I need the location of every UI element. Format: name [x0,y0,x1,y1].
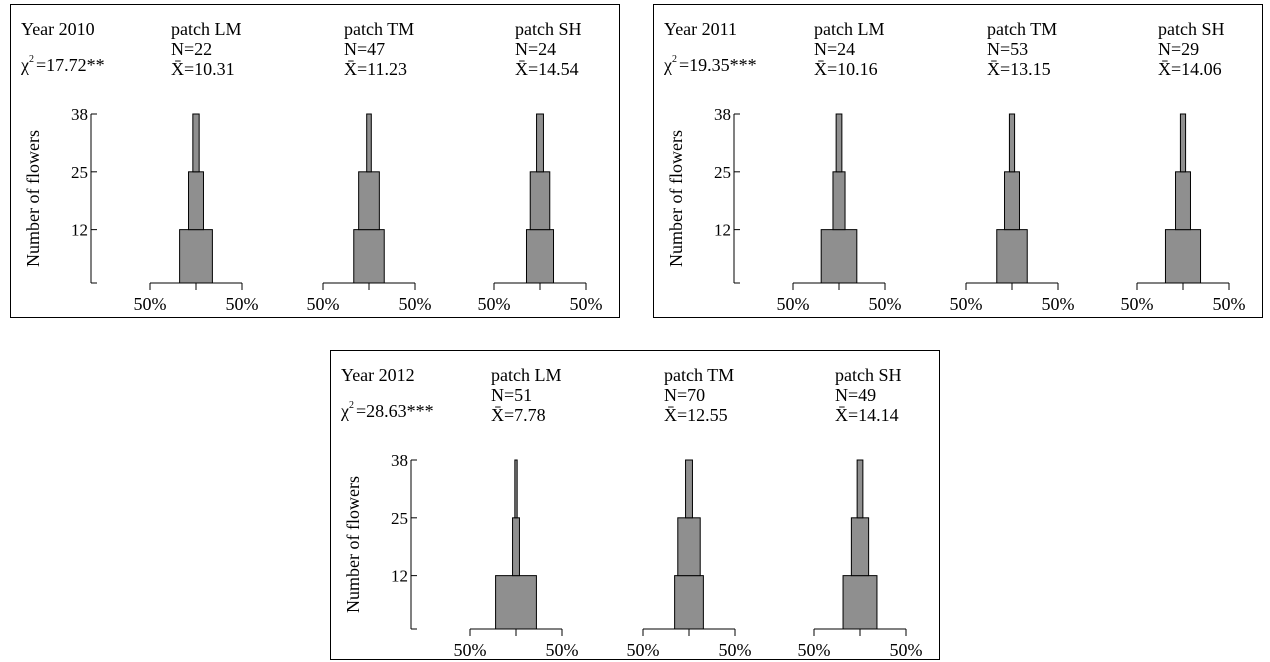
x-tick-label: 50% [869,294,902,314]
bar-2-2 [856,459,864,519]
patch-name: patch SH [835,365,902,385]
chart-panel-2010: Year 2010 χ2 =17.72** Number of flowers 38 25… [10,4,620,318]
chi-square-statistic: χ2 =17.72** [20,54,105,75]
patch-count: N=49 [835,385,876,405]
patch-name: patch LM [814,19,884,39]
patch-count: N=24 [814,39,855,59]
chi-square-statistic: χ2 =28.63*** [340,400,434,421]
chi-square-statistic: χ2 =19.35*** [663,54,757,75]
x-tick-label: 50% [570,294,603,314]
patch-count: N=51 [491,385,532,405]
bar-0-0 [820,229,858,284]
bar-1-0 [353,229,385,284]
x-tick-label: 50% [307,294,340,314]
chart-title: Year 2010 [21,19,95,39]
patch-mean: X̄=13.15 [987,59,1051,79]
x-tick-label: 50% [134,294,167,314]
bar-0-1 [512,517,520,577]
bar-2-0 [842,575,878,630]
chart-title: Year 2012 [341,365,415,385]
bar-0-1 [188,171,204,231]
patch-mean: X̄=12.55 [664,405,728,425]
patch-count: N=53 [987,39,1028,59]
bar-1-2 [685,459,693,519]
bar-1-0 [674,575,704,630]
bar-1-2 [1008,113,1016,173]
patch-name: patch SH [515,19,582,39]
patch-mean: X̄=14.06 [1158,59,1222,79]
y-axis-label: Number of flowers [343,476,363,613]
patch-count: N=47 [344,39,385,59]
y-tick-label: 25 [391,509,408,528]
bar-1-2 [366,113,372,173]
patch-name: patch SH [1158,19,1225,39]
patch-mean: X̄=11.23 [344,59,407,79]
patch-count: N=70 [664,385,705,405]
x-tick-label: 50% [777,294,810,314]
bar-2-0 [525,229,555,284]
patch-mean: X̄=14.54 [515,59,579,79]
chart-panel-2012: Year 2012 χ2 =28.63*** Number of flowers 38 2… [330,350,940,660]
x-tick-label: 50% [890,640,923,660]
bar-1-1 [358,171,380,231]
patch-name: patch LM [491,365,561,385]
x-tick-label: 50% [798,640,831,660]
x-tick-label: 50% [1042,294,1075,314]
y-tick-label: 25 [714,163,731,182]
bar-0-0 [179,229,213,284]
chart-panel-2011: Year 2011 χ2 =19.35*** Number of flowers 38 2… [653,4,1263,318]
bar-0-2 [192,113,200,173]
x-tick-label: 50% [546,640,579,660]
bar-0-2 [514,459,518,519]
x-tick-label: 50% [454,640,487,660]
chart-2010: Year 2010 χ2 =17.72** Number of flowers 38 25… [20,19,603,314]
y-tick-label: 12 [391,567,408,586]
patch-count: N=24 [515,39,556,59]
x-tick-label: 50% [719,640,752,660]
y-tick-label: 38 [391,451,408,470]
patch-count: N=22 [171,39,212,59]
bar-0-2 [835,113,843,173]
y-tick-label: 12 [714,221,731,240]
x-tick-label: 50% [478,294,511,314]
patch-mean: X̄=10.31 [171,59,235,79]
y-tick-label: 38 [714,105,731,124]
patch-name: patch LM [171,19,241,39]
x-tick-label: 50% [226,294,259,314]
x-tick-label: 50% [950,294,983,314]
bar-2-1 [850,517,870,577]
bar-0-0 [495,575,537,630]
x-tick-label: 50% [1213,294,1246,314]
patch-name: patch TM [987,19,1057,39]
bar-2-1 [529,171,551,231]
chart-2012: Year 2012 χ2 =28.63*** Number of flowers 38 2… [340,365,923,660]
x-tick-label: 50% [1121,294,1154,314]
bar-2-2 [536,113,544,173]
x-tick-label: 50% [399,294,432,314]
y-tick-label: 25 [71,163,88,182]
patch-name: patch TM [664,365,734,385]
bar-2-0 [1164,229,1202,284]
chart-2011: Year 2011 χ2 =19.35*** Number of flowers 38 2… [663,19,1246,314]
patch-mean: X̄=7.78 [491,405,546,425]
bar-1-1 [677,517,701,577]
bar-0-1 [832,171,846,231]
patch-mean: X̄=10.16 [814,59,878,79]
bar-2-2 [1179,113,1187,173]
bar-1-0 [996,229,1028,284]
patch-count: N=29 [1158,39,1199,59]
x-tick-label: 50% [627,640,660,660]
patch-mean: X̄=14.14 [835,405,899,425]
y-tick-label: 12 [71,221,88,240]
patch-name: patch TM [344,19,414,39]
y-axis-label: Number of flowers [666,130,686,267]
y-axis-label: Number of flowers [23,130,43,267]
chart-title: Year 2011 [664,19,737,39]
bar-1-1 [1004,171,1020,231]
y-tick-label: 38 [71,105,88,124]
bar-2-1 [1175,171,1191,231]
